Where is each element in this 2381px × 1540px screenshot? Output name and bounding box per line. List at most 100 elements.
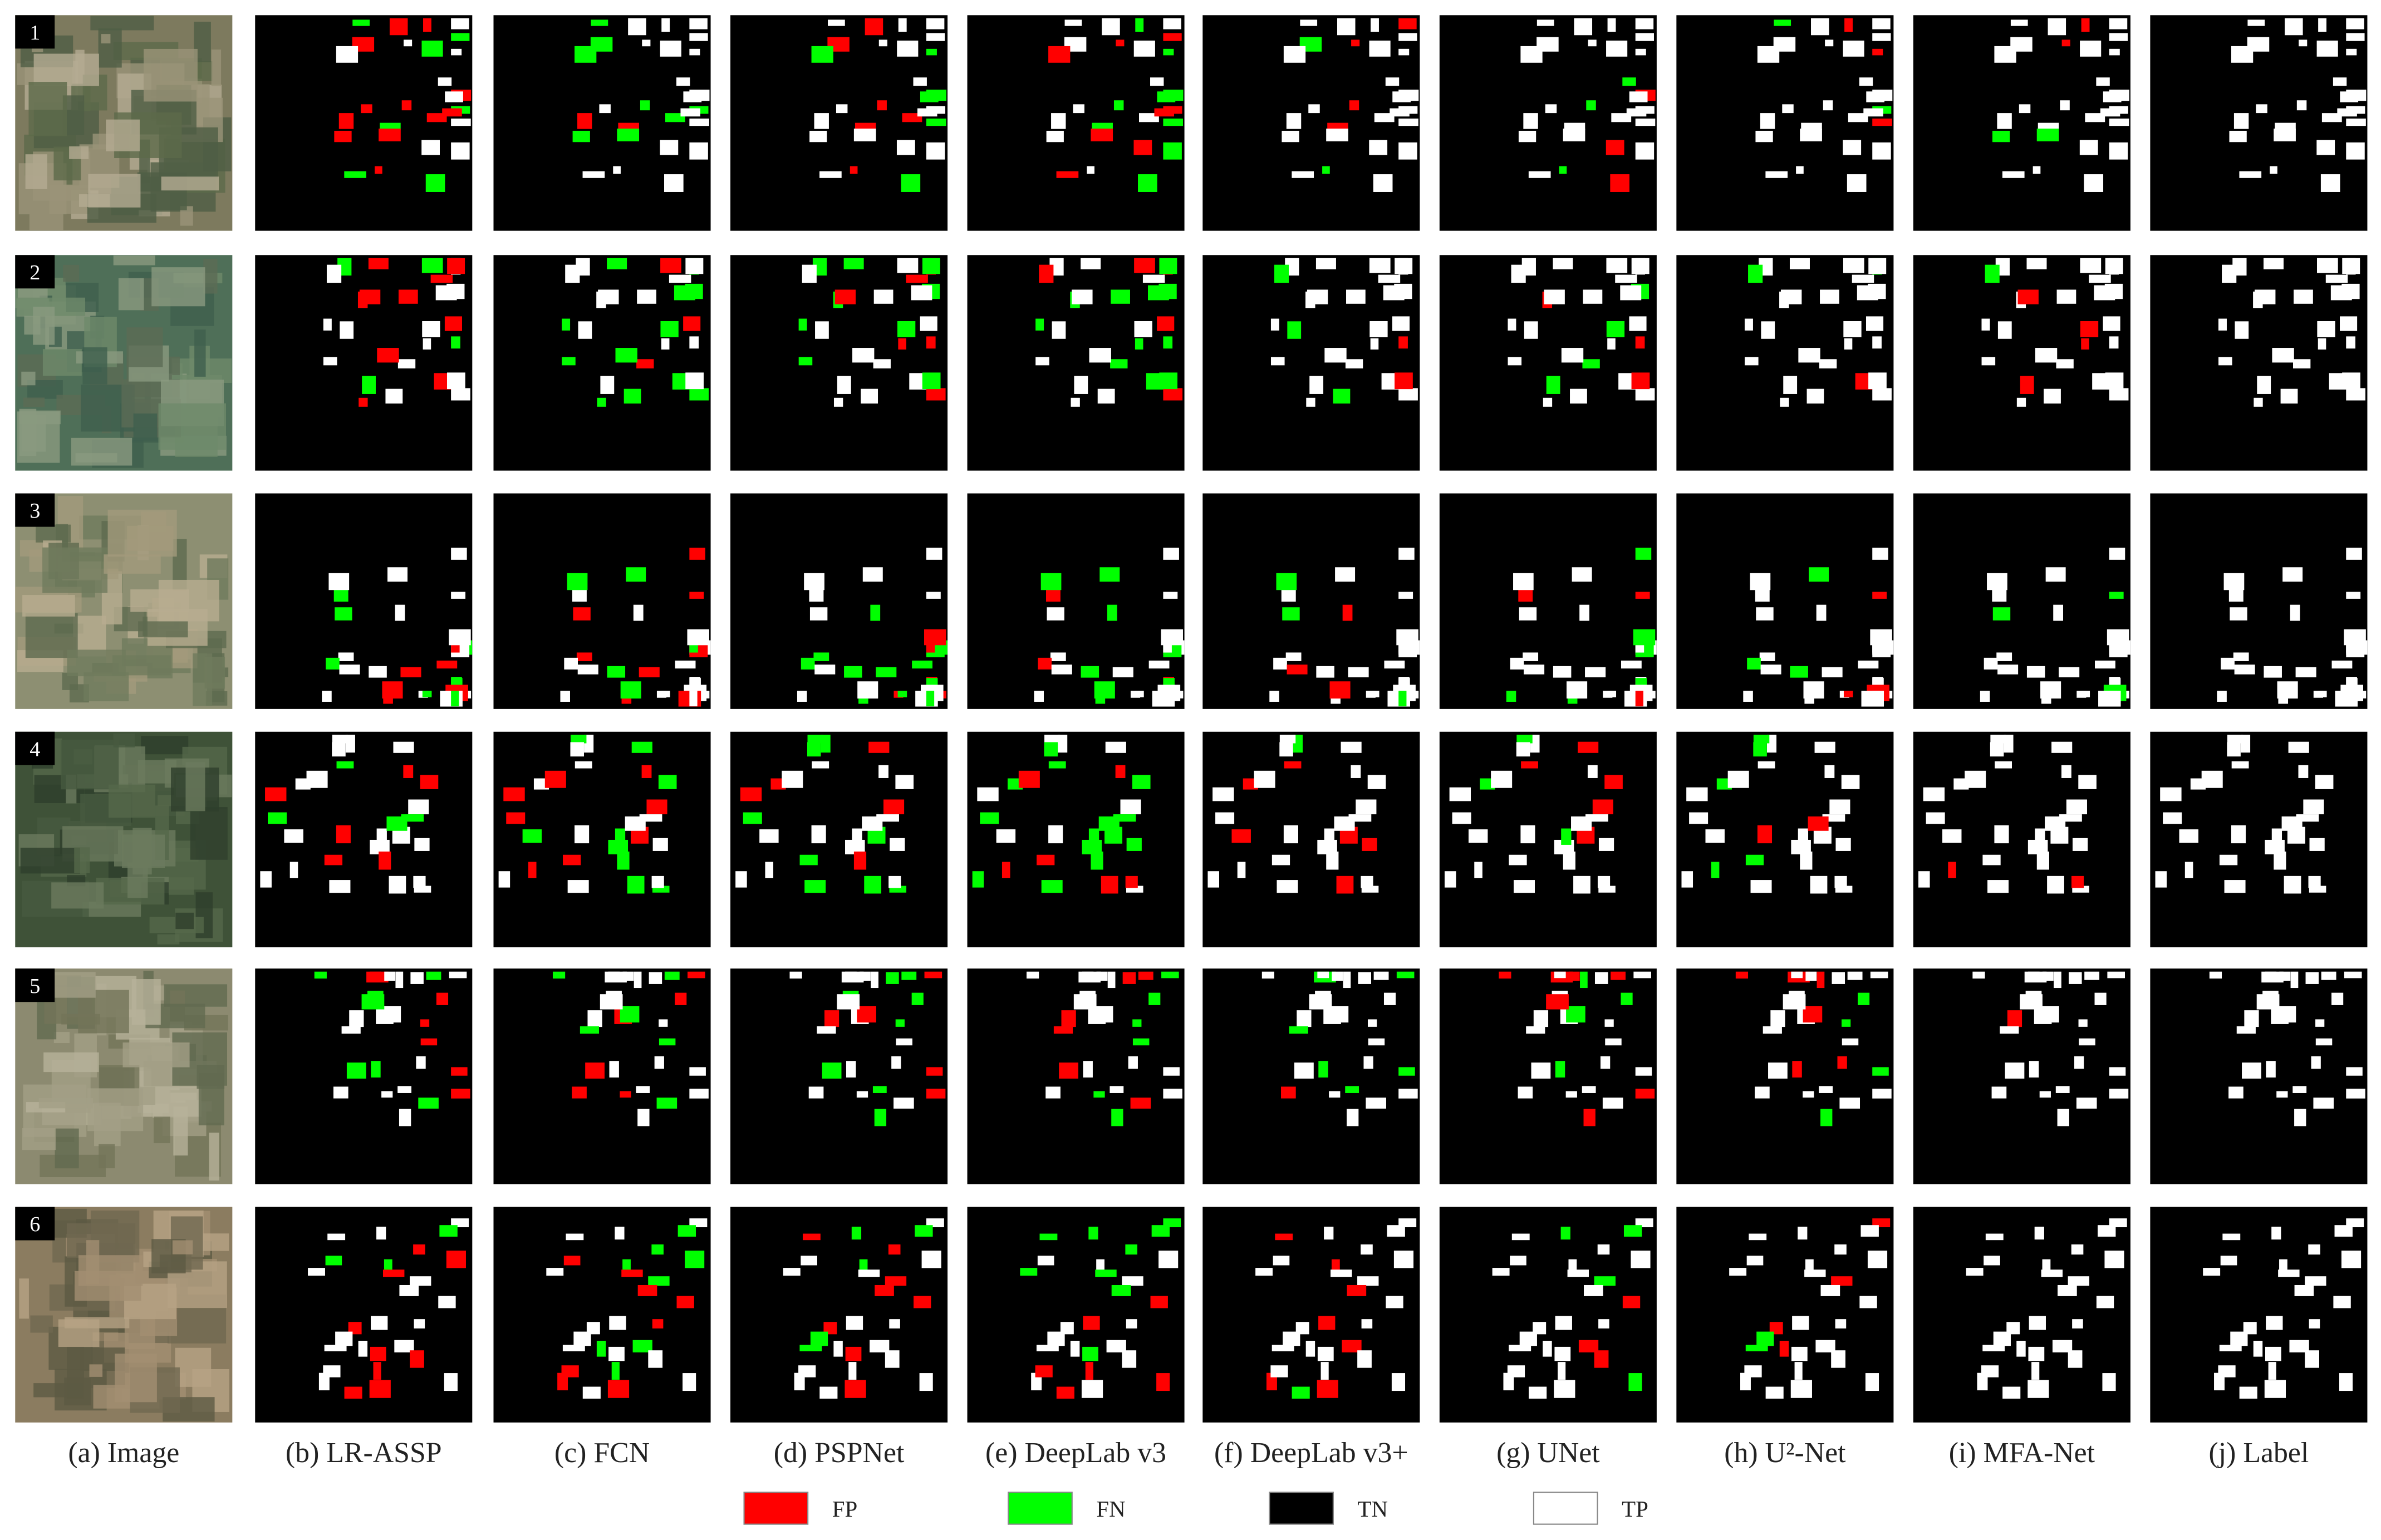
building-pixel <box>1606 258 1628 273</box>
building-pixel <box>2294 289 2313 304</box>
building-pixel <box>1820 1109 1833 1126</box>
building-pixel <box>1156 1373 1170 1391</box>
building-pixel <box>1281 1086 1296 1099</box>
building-pixel <box>2266 1061 2276 1078</box>
building-pixel <box>1091 852 1103 870</box>
building-pixel <box>1386 1296 1403 1308</box>
building-pixel <box>811 46 833 63</box>
building-pixel <box>901 971 917 980</box>
building-pixel <box>368 258 389 269</box>
building-pixel <box>878 40 887 47</box>
image-texture <box>23 397 45 407</box>
building-pixel <box>1111 1285 1131 1296</box>
building-pixel <box>1492 1268 1510 1276</box>
building-pixel <box>1335 567 1356 582</box>
building-pixel <box>2026 666 2045 678</box>
prediction-mask <box>1676 493 1894 709</box>
building-pixel <box>801 657 815 670</box>
building-pixel <box>324 854 343 865</box>
building-pixel <box>1292 171 1314 178</box>
building-pixel <box>870 1340 890 1352</box>
building-pixel <box>2346 336 2355 349</box>
building-pixel <box>689 548 705 560</box>
building-pixel <box>1329 681 1351 699</box>
building-pixel <box>2233 652 2249 661</box>
building-pixel <box>373 1362 381 1380</box>
building-pixel <box>1863 108 1883 117</box>
building-pixel <box>836 104 848 114</box>
building-pixel <box>2066 799 2087 815</box>
building-pixel <box>2068 1276 2090 1286</box>
building-pixel <box>1985 264 2000 283</box>
building-pixel <box>566 1233 584 1241</box>
image-texture <box>63 264 80 282</box>
building-pixel <box>1768 1062 1788 1079</box>
building-pixel <box>1705 829 1725 843</box>
building-pixel <box>565 264 580 283</box>
building-pixel <box>376 828 387 845</box>
building-pixel <box>1760 665 1781 675</box>
building-pixel <box>1872 119 1892 126</box>
image-texture <box>209 1133 219 1181</box>
building-pixel <box>1566 1006 1585 1023</box>
image-texture <box>158 403 227 450</box>
building-pixel <box>2230 607 2247 621</box>
building-pixel <box>1347 1285 1367 1296</box>
building-pixel <box>1783 994 1806 1010</box>
building-pixel <box>2333 1296 2351 1308</box>
building-pixel <box>1307 289 1328 304</box>
image-texture <box>113 733 135 747</box>
building-pixel <box>1369 40 1391 57</box>
building-pixel <box>1592 799 1613 815</box>
building-pixel <box>2016 1340 2026 1357</box>
prediction-mask <box>730 1207 948 1423</box>
building-pixel <box>1801 122 1822 131</box>
building-pixel <box>1336 875 1354 894</box>
building-pixel <box>1872 1089 1892 1099</box>
building-pixel <box>597 397 606 407</box>
building-pixel <box>1237 862 1246 878</box>
building-pixel <box>2243 1322 2257 1335</box>
building-pixel <box>451 1089 470 1099</box>
building-pixel <box>1044 735 1061 744</box>
building-pixel <box>1309 994 1332 1010</box>
building-pixel <box>384 971 396 981</box>
building-pixel <box>381 1006 401 1023</box>
building-pixel <box>1395 258 1413 274</box>
building-pixel <box>2276 1006 2296 1023</box>
building-pixel <box>1633 971 1651 978</box>
building-pixel <box>348 1322 362 1335</box>
building-pixel <box>329 880 351 893</box>
building-pixel <box>1154 108 1175 117</box>
building-pixel <box>1567 1270 1589 1277</box>
building-pixel <box>1995 761 2012 769</box>
building-pixel <box>1060 1322 1074 1335</box>
building-pixel <box>562 1345 585 1351</box>
building-pixel <box>1398 1089 1418 1099</box>
building-pixel <box>1757 825 1773 844</box>
building-pixel <box>1526 1026 1545 1034</box>
building-pixel <box>2094 992 2107 1005</box>
prediction-mask <box>2150 1207 2368 1423</box>
column-caption: (j) Label <box>2209 1437 2309 1469</box>
building-pixel <box>1816 604 1827 621</box>
building-pixel <box>322 691 332 702</box>
building-pixel <box>2080 321 2099 337</box>
building-pixel <box>344 1386 362 1399</box>
image-texture <box>88 174 141 208</box>
building-pixel <box>898 338 906 350</box>
building-pixel <box>1760 113 1775 129</box>
building-pixel <box>1337 18 1356 36</box>
building-pixel <box>1531 1062 1551 1079</box>
building-pixel <box>399 1285 419 1296</box>
building-pixel <box>323 318 332 331</box>
building-pixel <box>845 1380 866 1398</box>
building-pixel <box>2078 1019 2088 1027</box>
building-pixel <box>503 787 525 801</box>
building-pixel <box>1050 652 1066 661</box>
building-pixel <box>861 388 878 404</box>
building-pixel <box>2318 338 2326 350</box>
building-pixel <box>620 1006 640 1023</box>
building-pixel <box>1048 46 1071 63</box>
building-pixel <box>1398 48 1410 56</box>
